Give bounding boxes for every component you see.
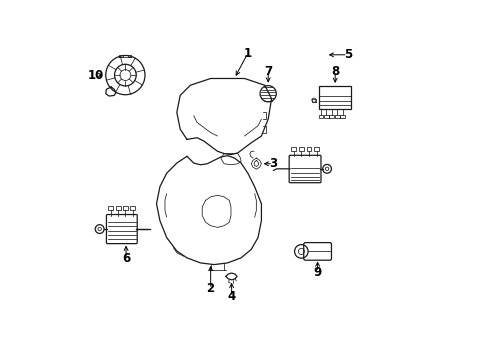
Bar [334, 115, 339, 118]
Text: 6: 6 [122, 252, 130, 265]
Bar [324, 115, 328, 118]
Text: 9: 9 [313, 266, 321, 279]
Bar [318, 115, 323, 118]
Bar [340, 115, 345, 118]
Bar [314, 147, 318, 151]
Text: 5: 5 [343, 48, 351, 61]
Bar [318, 86, 350, 109]
Bar [116, 206, 120, 211]
Text: 10: 10 [88, 69, 104, 82]
Bar [306, 147, 311, 151]
Text: 2: 2 [206, 283, 214, 296]
Text: 1: 1 [244, 46, 251, 60]
Text: 4: 4 [227, 290, 235, 303]
Bar [108, 206, 113, 211]
Text: 8: 8 [330, 65, 339, 78]
Bar [123, 206, 127, 211]
Bar [329, 115, 333, 118]
Text: 3: 3 [269, 157, 277, 170]
Bar [290, 147, 295, 151]
Text: 7: 7 [264, 65, 272, 78]
Bar [130, 206, 135, 211]
Bar [298, 147, 303, 151]
